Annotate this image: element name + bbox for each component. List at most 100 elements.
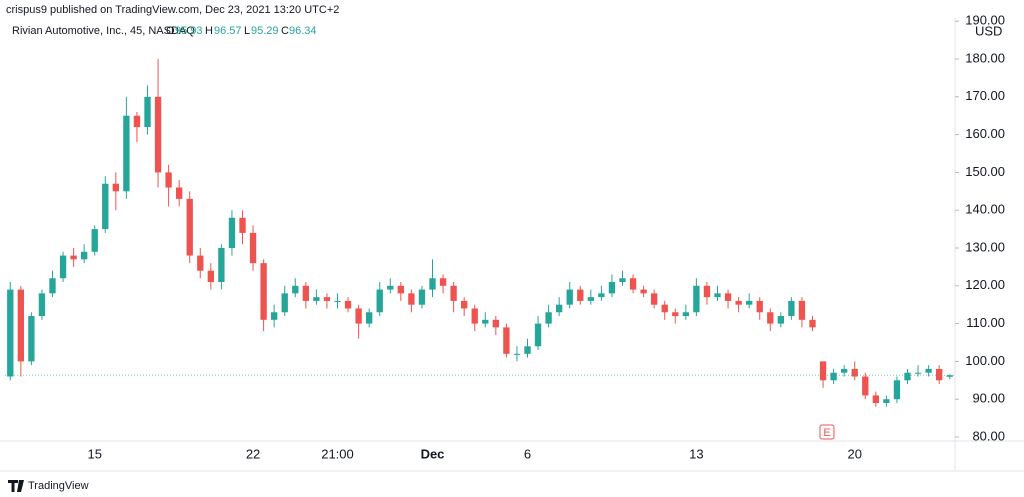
candle-body [218,248,225,283]
candle-body [313,297,320,301]
y-tick-label: 180.00 [965,50,1005,65]
ohlc-h-value: 96.57 [214,25,242,37]
candle-body [49,278,56,294]
candle-body [872,395,879,403]
earnings-marker-label[interactable]: E [823,427,830,439]
candle-body [38,293,46,317]
ohlc-l-label: L [244,25,250,37]
y-tick-label: 160.00 [965,126,1005,141]
candle-body [936,368,943,381]
candle-body [471,308,478,324]
candle-body [587,297,594,301]
candle-body [102,183,109,230]
candle-body [28,316,35,362]
candle-body [418,289,426,305]
y-tick-label: 110.00 [966,315,1005,330]
symbol-name: Rivian Automotive, Inc., 45, NASDAQ [12,25,195,37]
ohlc-c-value: 96.34 [289,25,317,37]
candle-body [387,285,394,290]
candle-body [165,172,172,188]
candle-body [735,300,742,305]
candle-body [798,300,806,320]
ohlc-l-value: 95.29 [251,25,279,37]
candle-body [91,229,98,252]
ohlc-o-label: O [166,25,175,37]
candle-body [281,293,288,313]
y-tick-label: 170.00 [965,88,1005,103]
currency-box [960,20,1020,42]
ohlc-h-label: H [205,25,213,37]
candle-body [513,353,521,355]
candle-body [556,304,563,313]
candle-body [450,285,457,301]
y-tick-label: 100.00 [965,353,1005,368]
candle-body [545,312,552,324]
candle-body [376,289,383,313]
y-tick-label: 130.00 [965,239,1005,254]
candle-body [408,293,415,305]
candle-body [70,255,77,260]
candle-body [397,285,404,294]
candle-body [112,183,119,192]
currency-label: USD [975,23,1002,38]
candle-body [682,312,689,317]
candle-body [334,300,341,302]
candle-body [724,293,732,301]
candle-body [366,312,373,324]
x-tick-label: 21:00 [321,446,354,461]
earnings-marker[interactable] [819,424,835,440]
x-tick-label: Dec [421,446,445,461]
candle-body [883,399,890,403]
candle-body [767,312,774,324]
candle-body [461,300,468,309]
candle-body [323,297,331,301]
candle-body [651,293,658,305]
candle-body [598,293,605,298]
logo-icon [8,480,24,492]
candle-body [809,319,816,328]
y-tick-label: 190.00 [965,13,1005,28]
candle-body [756,300,763,313]
candle-body [841,368,848,373]
x-tick-label: 13 [689,446,703,461]
candle-body [81,251,88,260]
candle-body [893,380,901,400]
candle-body [608,282,616,294]
candle-body [133,115,141,128]
candle-body [503,327,510,354]
candle-body [429,278,436,290]
x-tick-label: 22 [246,446,260,461]
candle-body [207,270,214,283]
ohlc-o-value: 95.93 [175,25,203,37]
candle-body [672,312,679,317]
candle-body [946,375,953,377]
candle-body [904,372,911,381]
candle-body [59,255,67,279]
plot-area [5,59,955,407]
candle-body [524,346,531,354]
candle-body [144,96,151,128]
candle-body [830,372,837,381]
candle-body [577,289,584,301]
candle-body [629,278,637,290]
candle-body [239,217,246,233]
candle-body [777,316,784,324]
y-tick-label: 80.00 [972,428,1005,443]
candle-body [302,285,309,301]
candle-body [492,319,499,328]
candle-body [566,289,573,305]
x-tick-label: 15 [87,446,101,461]
y-tick-label: 120.00 [965,277,1005,292]
candle-body [819,361,827,381]
logo-text[interactable]: TradingView [28,480,89,492]
y-tick-label: 140.00 [965,202,1005,217]
candle-body [534,323,542,347]
candle-body [482,319,489,324]
candle-body [186,198,193,256]
candle-body [925,368,932,373]
candle-body [197,255,204,271]
candle-body [176,187,183,199]
candle-body [714,293,721,298]
